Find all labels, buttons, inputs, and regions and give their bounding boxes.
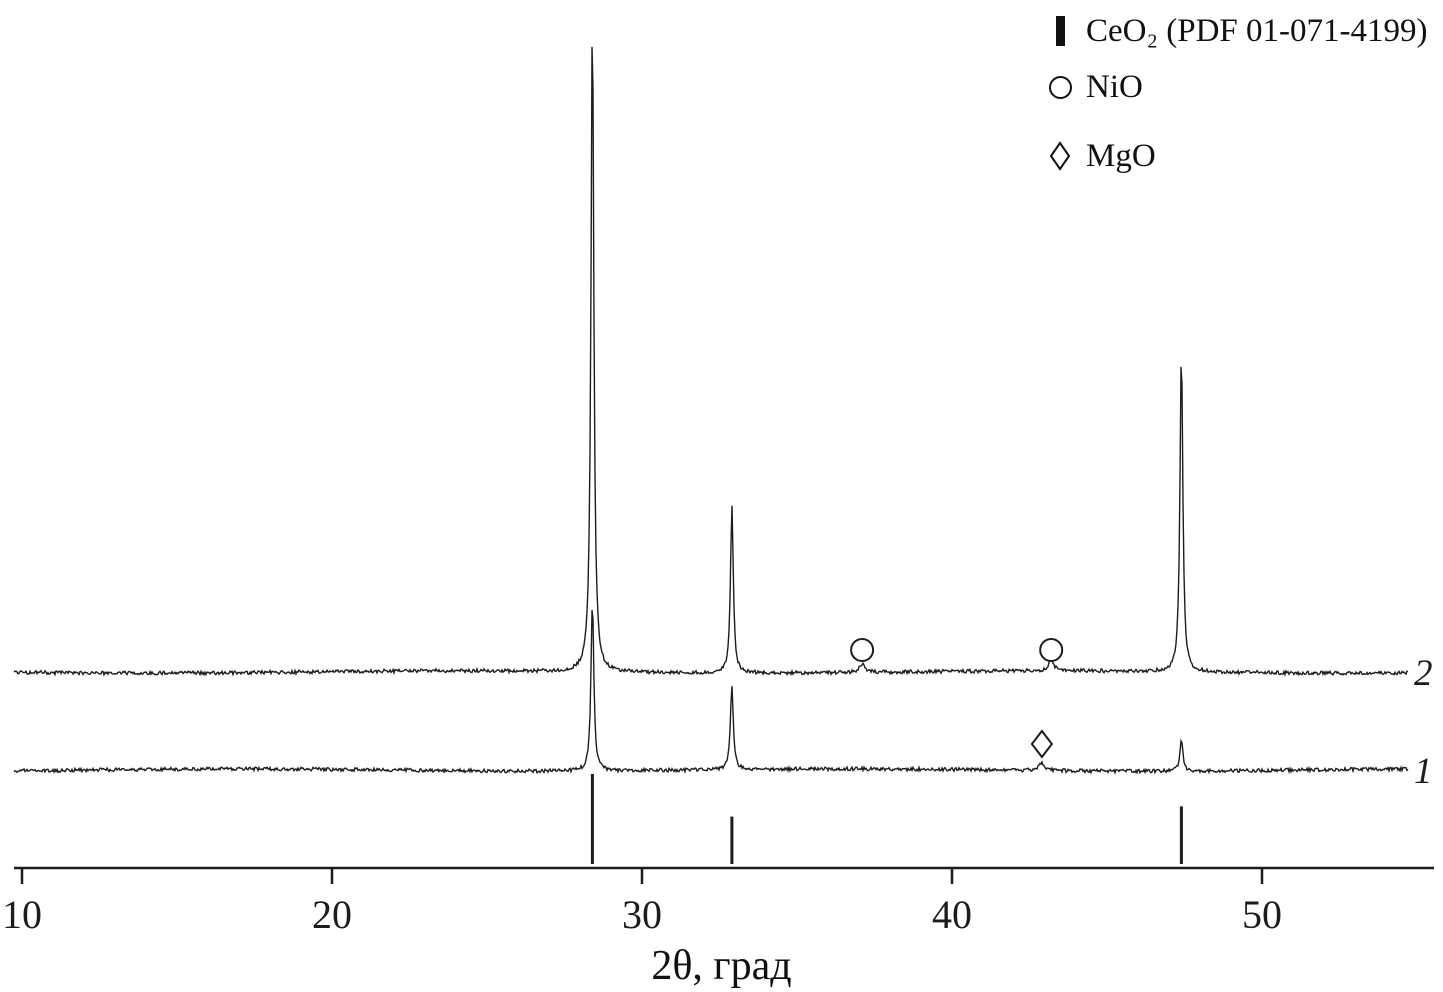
x-axis-tick-label: 40 bbox=[932, 892, 972, 937]
ceo2-reference-bar-icon bbox=[1046, 16, 1074, 46]
legend-label-ceo2: CeO₂ (PDF 01-071-4199) bbox=[1086, 12, 1428, 49]
mgo-diamond-icon bbox=[1046, 141, 1074, 171]
x-axis-title: 2θ, град bbox=[651, 943, 792, 989]
mgo-marker-diamond bbox=[1030, 729, 1054, 759]
x-axis-tick-label: 30 bbox=[622, 892, 662, 937]
legend-label-mgo: MgO bbox=[1086, 137, 1156, 174]
x-axis-tick-label: 50 bbox=[1242, 892, 1282, 937]
curve-label-2: 2 bbox=[1414, 653, 1433, 694]
legend-item-mgo: MgO bbox=[1046, 137, 1428, 175]
nio-circle-icon bbox=[1046, 75, 1074, 99]
legend-label-nio: NiO bbox=[1086, 68, 1143, 105]
nio-marker-circle bbox=[1039, 638, 1064, 662]
diffractogram-curve-2 bbox=[13, 46, 1409, 677]
curve-label-1: 1 bbox=[1414, 751, 1433, 792]
legend-item-nio: NiO bbox=[1046, 68, 1428, 106]
diffractogram-curve-1 bbox=[13, 610, 1409, 775]
legend-item-ceo2: CeO₂ (PDF 01-071-4199) bbox=[1046, 12, 1428, 50]
x-axis-tick-label: 20 bbox=[312, 892, 352, 937]
nio-marker-circle bbox=[850, 638, 875, 662]
x-axis-tick-label: 10 bbox=[2, 892, 42, 937]
plot-legend: CeO₂ (PDF 01-071-4199) NiO MgO bbox=[1046, 12, 1428, 175]
